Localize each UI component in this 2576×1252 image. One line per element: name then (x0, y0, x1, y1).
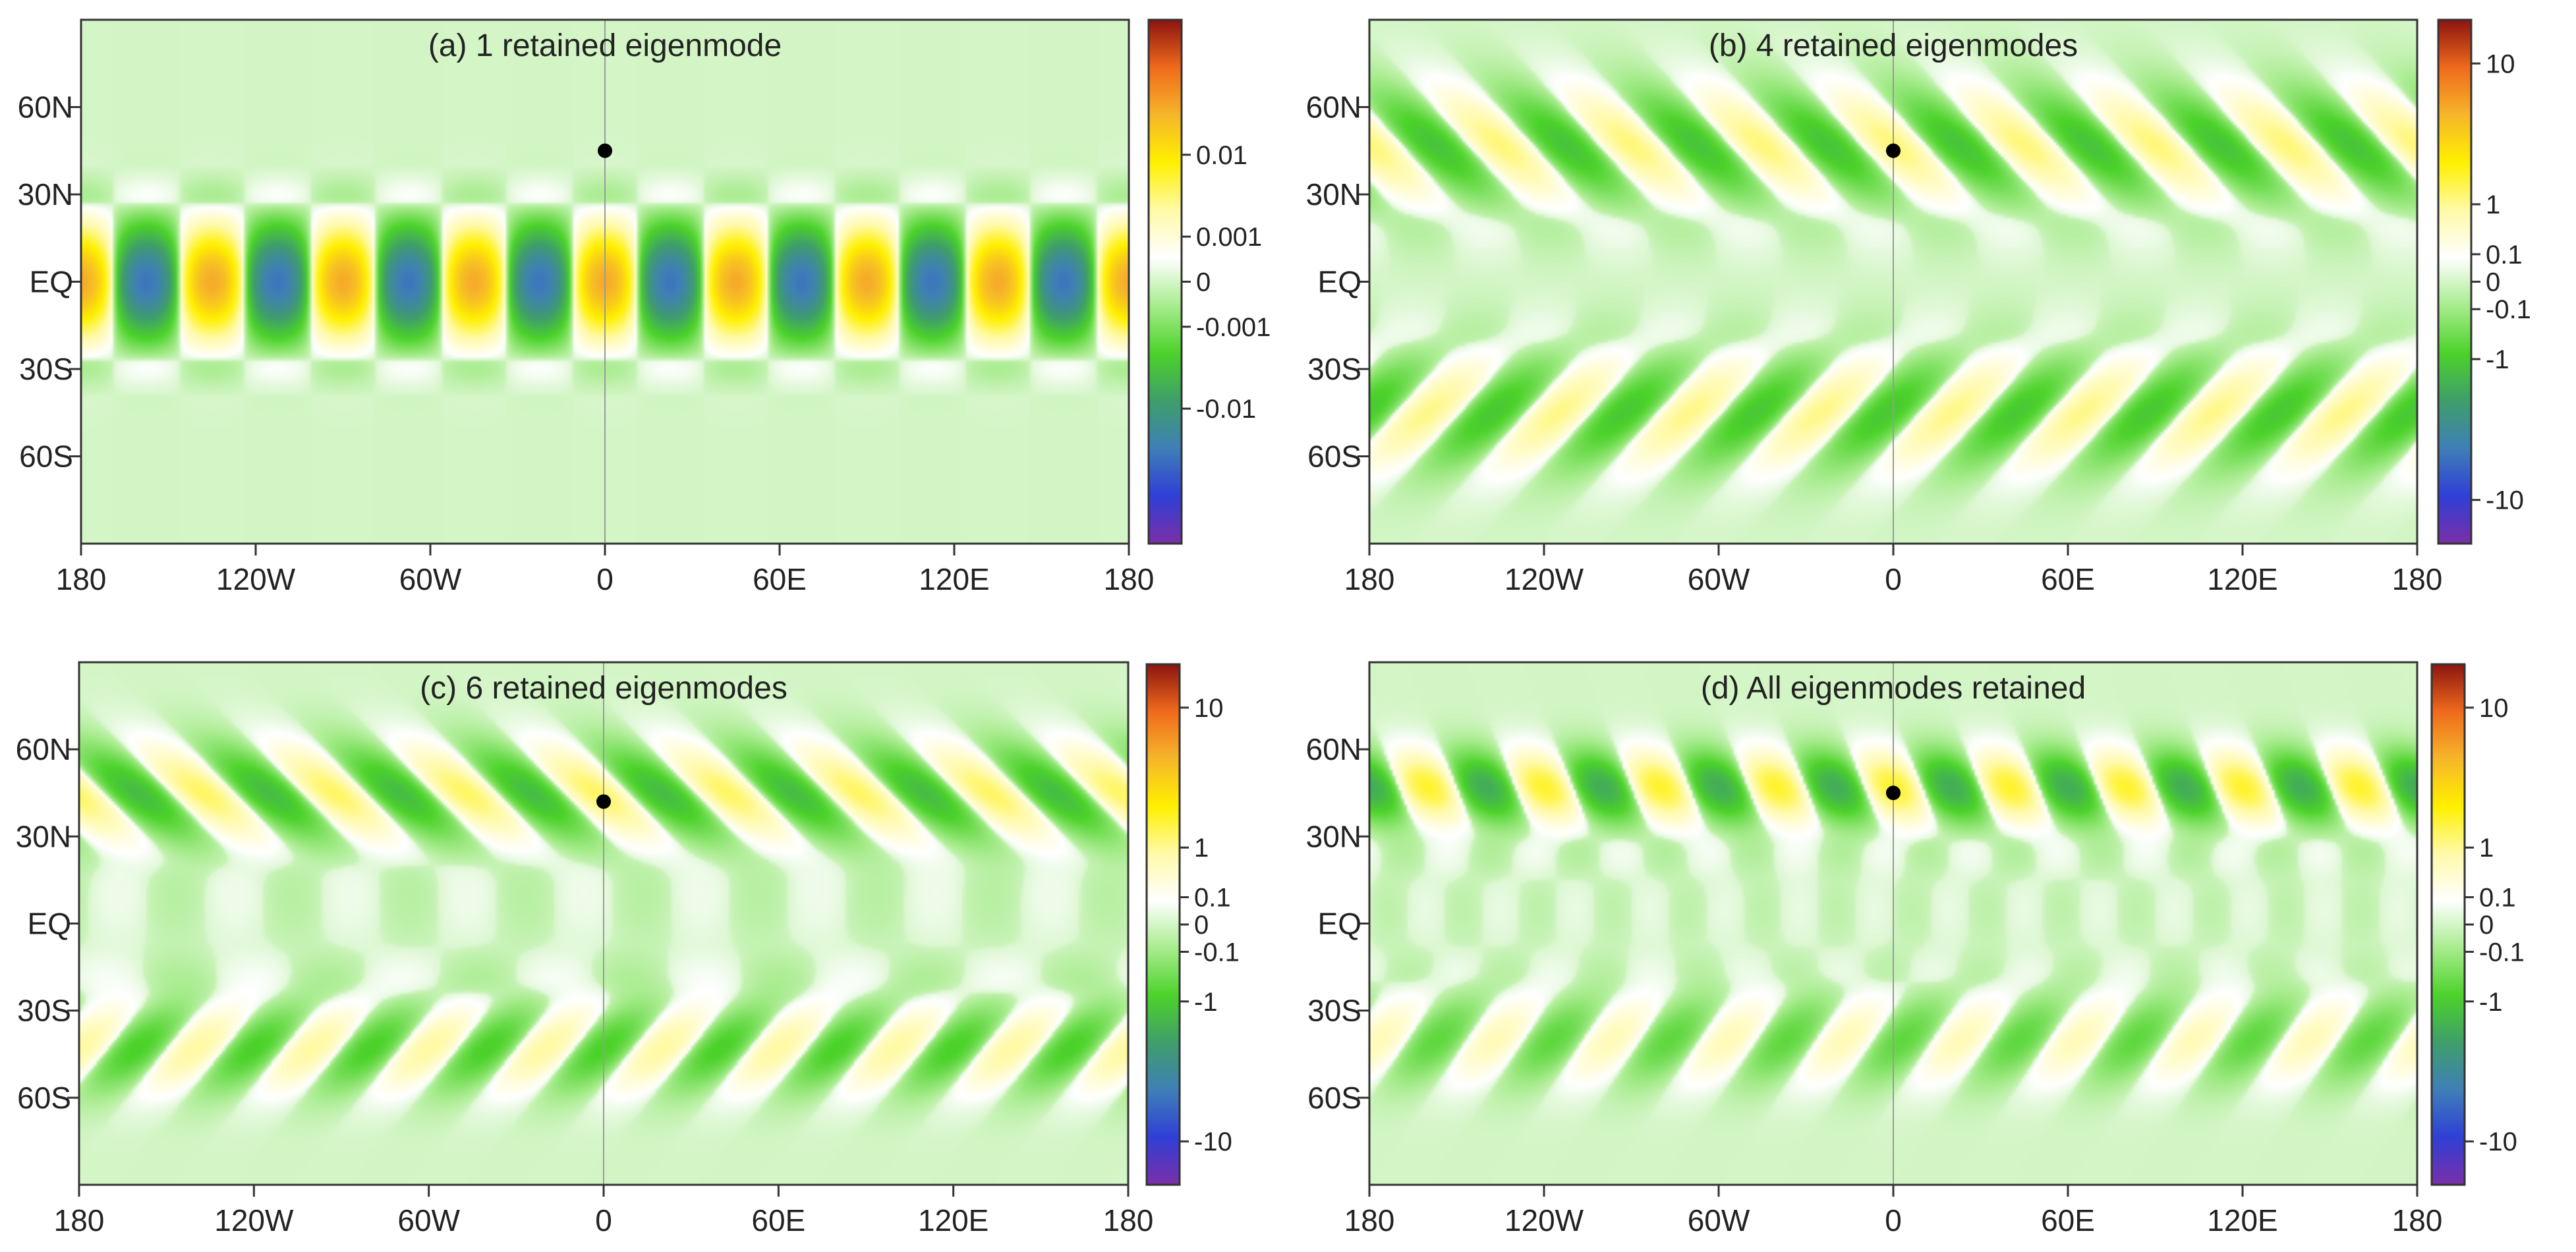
panel-title-a: (a) 1 retained eigenmode (428, 28, 782, 63)
x-tick-label-b: 60E (2041, 562, 2095, 596)
y-tick-label-a: 60N (18, 90, 73, 125)
x-tick-label-c: 60E (751, 1203, 805, 1238)
reference-point-marker-a (598, 143, 612, 158)
colorbar-tick-label-d: 10 (2479, 694, 2509, 723)
y-tick-label-c: EQ (28, 907, 71, 941)
colorbar-tick-label-d: 1 (2479, 834, 2494, 863)
colorbar-tick-label-b: 1 (2486, 190, 2500, 219)
y-tick-label-b: EQ (1318, 265, 1361, 299)
colorbar-tick-label-b: 0.1 (2486, 241, 2523, 270)
colorbar-tick-label-b: -0.1 (2486, 295, 2531, 324)
colorbar-tick-label-c: -1 (1194, 988, 1218, 1017)
colorbar-d (2430, 663, 2466, 1186)
panel-title-d: (d) All eigenmodes retained (1701, 671, 2086, 706)
colorbar-tick-label-d: -10 (2479, 1127, 2517, 1156)
reference-point-marker-d (1886, 785, 1901, 801)
x-tick-label-c: 60W (397, 1203, 460, 1238)
panel-a: (a) 1 retained eigenmode 180 120W 60W 0 60E 12… (18, 18, 1271, 596)
panel-title-b: (b) 4 retained eigenmodes (1709, 28, 2078, 63)
y-tick-label-a: 60S (19, 440, 73, 474)
colorbar-tick-label-a: -0.001 (1196, 313, 1271, 342)
colorbar-tick-label-c: -0.1 (1194, 938, 1240, 967)
x-tick-label-d: 180 (2392, 1203, 2443, 1238)
panel-c: (c) 6 retained eigenmodes 180 120W 60W 0 60E 1… (16, 661, 1240, 1238)
x-tick-label-d: 120E (2207, 1203, 2277, 1238)
colorbar-tick-label-d: 0.1 (2479, 884, 2516, 913)
y-tick-label-a: 30N (18, 177, 73, 212)
y-tick-label-c: 30S (17, 994, 71, 1028)
x-tick-label-b: 180 (2392, 562, 2443, 596)
colorbar-tick-label-c: 0.1 (1194, 884, 1231, 913)
x-tick-label-c: 120E (918, 1203, 988, 1238)
x-tick-label-a: 120E (919, 562, 989, 596)
colorbar-tick-label-b: 10 (2486, 49, 2515, 78)
y-tick-label-d: EQ (1318, 907, 1361, 941)
colorbar-tick-label-d: -1 (2479, 988, 2503, 1017)
colorbar-tick-label-a: 0 (1196, 268, 1211, 297)
colorbar-tick-label-c: 10 (1194, 694, 1224, 723)
x-tick-label-c: 180 (1103, 1203, 1154, 1238)
y-tick-label-d: 30S (1307, 994, 1361, 1028)
colorbar-tick-label-c: -10 (1194, 1127, 1232, 1156)
reference-point-marker-b (1886, 143, 1901, 158)
x-tick-label-d: 60E (2041, 1203, 2095, 1238)
x-tick-label-a: 120W (216, 562, 296, 596)
x-tick-label-d: 60W (1688, 1203, 1750, 1238)
x-tick-label-d: 0 (1885, 1203, 1902, 1238)
colorbar-tick-label-a: -0.01 (1196, 395, 1256, 424)
colorbar-a (1147, 18, 1183, 545)
panel-b: (b) 4 retained eigenmodes 180 120W 60W 0 60E 1… (1306, 18, 2531, 596)
x-tick-label-a: 0 (596, 562, 614, 596)
colorbar-c (1145, 663, 1181, 1186)
x-tick-label-a: 180 (1104, 562, 1155, 596)
colorbar-tick-label-b: -1 (2486, 345, 2509, 374)
x-tick-label-b: 0 (1885, 562, 1902, 596)
colorbar-b (2437, 18, 2473, 545)
x-tick-label-d: 120W (1504, 1203, 1584, 1238)
y-tick-label-d: 60S (1307, 1081, 1361, 1115)
y-tick-label-a: EQ (30, 265, 73, 299)
x-tick-label-b: 120E (2207, 562, 2277, 596)
x-tick-label-a: 60E (753, 562, 807, 596)
x-tick-label-b: 180 (1344, 562, 1395, 596)
y-tick-label-b: 60N (1306, 90, 1361, 125)
colorbar-tick-label-b: -10 (2486, 486, 2524, 515)
y-tick-label-b: 60S (1307, 440, 1361, 474)
x-tick-label-c: 180 (54, 1203, 105, 1238)
y-tick-label-a: 30S (19, 352, 73, 386)
x-tick-label-b: 60W (1688, 562, 1750, 596)
x-tick-label-d: 180 (1344, 1203, 1395, 1238)
colorbar-tick-label-d: 0 (2479, 911, 2494, 940)
y-tick-label-b: 30N (1306, 177, 1361, 212)
y-tick-label-c: 60N (16, 732, 71, 766)
y-tick-label-b: 30S (1307, 352, 1361, 386)
x-tick-label-c: 0 (595, 1203, 612, 1238)
reference-point-marker-c (596, 794, 611, 809)
colorbar-tick-label-c: 0 (1194, 911, 1209, 940)
x-tick-label-b: 120W (1504, 562, 1584, 596)
y-tick-label-d: 30N (1306, 819, 1361, 853)
colorbar-tick-label-a: 0.01 (1196, 141, 1247, 170)
panel-title-c: (c) 6 retained eigenmodes (420, 671, 787, 706)
colorbar-tick-label-d: -0.1 (2479, 938, 2525, 967)
x-tick-label-a: 180 (56, 562, 107, 596)
panel-d: (d) All eigenmodes retained 180 120W 60W 0 60… (1306, 661, 2525, 1238)
colorbar-tick-label-a: 0.001 (1196, 223, 1262, 252)
y-tick-label-c: 30N (16, 819, 71, 853)
colorbar-tick-label-b: 0 (2486, 268, 2500, 297)
colorbar-tick-label-c: 1 (1194, 834, 1209, 863)
y-tick-label-d: 60N (1306, 732, 1361, 766)
x-tick-label-a: 60W (399, 562, 462, 596)
y-tick-label-c: 60S (17, 1081, 71, 1115)
x-tick-label-c: 120W (214, 1203, 294, 1238)
